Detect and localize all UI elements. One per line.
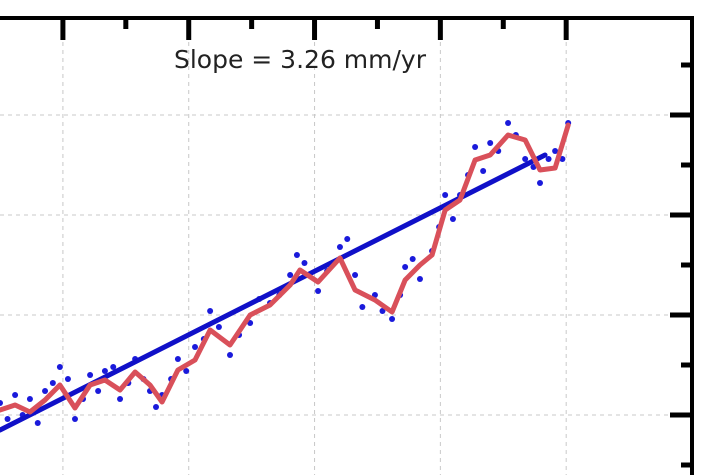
data-point — [110, 364, 117, 370]
plot-area — [0, 120, 572, 433]
data-point — [192, 344, 199, 350]
data-point — [359, 304, 366, 310]
data-point — [293, 252, 300, 258]
data-point — [174, 356, 181, 362]
data-point — [12, 392, 19, 398]
data-point — [0, 400, 3, 406]
data-point — [409, 256, 416, 262]
data-point — [71, 416, 78, 422]
data-point — [87, 372, 94, 378]
data-point — [480, 168, 487, 174]
annotation: Slope = 3.26 mm/yr — [174, 45, 427, 74]
data-point — [49, 380, 56, 386]
data-point — [530, 164, 537, 170]
data-point — [26, 396, 33, 402]
grid — [0, 18, 692, 475]
data-point — [95, 388, 102, 394]
data-point — [287, 272, 294, 278]
data-point — [472, 144, 479, 150]
data-point — [537, 180, 544, 186]
data-point — [344, 236, 351, 242]
line — [0, 122, 571, 415]
data-point — [352, 272, 359, 278]
data-point — [379, 308, 386, 314]
data-point — [522, 156, 529, 162]
data-point — [301, 260, 308, 266]
data-point — [449, 216, 456, 222]
data-point — [4, 416, 11, 422]
data-point — [207, 308, 214, 314]
data-point — [64, 376, 71, 382]
data-point — [487, 140, 494, 146]
data-point — [545, 156, 552, 162]
data-point — [42, 388, 49, 394]
data-point — [315, 288, 322, 294]
data-point — [101, 368, 108, 374]
data-point — [34, 420, 41, 426]
data-point — [442, 192, 449, 198]
data-point — [153, 404, 160, 410]
frame — [0, 16, 694, 475]
data-point — [416, 276, 423, 282]
data-point — [402, 264, 409, 270]
data-point — [505, 120, 512, 126]
data-point — [389, 316, 396, 322]
data-point — [117, 396, 124, 402]
data-point — [183, 368, 190, 374]
data-point — [552, 148, 559, 154]
data-point — [215, 324, 222, 330]
data-point — [56, 364, 63, 370]
data-point — [226, 352, 233, 358]
data-point — [336, 244, 343, 250]
